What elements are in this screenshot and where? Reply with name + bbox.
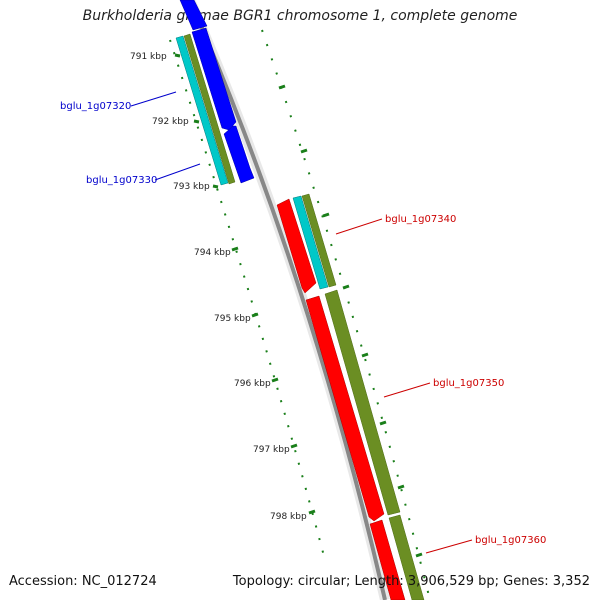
gene-label-bglu-1g07320[interactable]: bglu_1g07320	[60, 101, 131, 112]
tick-label: 797 kbp	[253, 445, 290, 455]
tick-label: 798 kbp	[270, 512, 307, 522]
gene-label-bglu-1g07340[interactable]: bglu_1g07340	[385, 214, 456, 225]
tick-label: 794 kbp	[194, 248, 231, 258]
genome-summary-text: Topology: circular; Length: 3,906,529 bp…	[232, 574, 590, 589]
feature-bglu-1g07340[interactable]	[276, 193, 337, 294]
accession-text: Accession: NC_012724	[9, 574, 157, 589]
tick-label: 795 kbp	[214, 314, 251, 324]
tick-label: 793 kbp	[173, 182, 210, 192]
gene-label-bglu-1g07330[interactable]: bglu_1g07330	[86, 175, 157, 186]
tick-label: 796 kbp	[234, 379, 271, 389]
gene-label-bglu-1g07360[interactable]: bglu_1g07360	[475, 535, 546, 546]
feature-bglu-1g07330[interactable]	[223, 125, 255, 184]
feature-bglu-1g07350[interactable]	[305, 289, 401, 522]
gene-label-bglu-1g07350[interactable]: bglu_1g07350	[433, 378, 504, 389]
tick-label: 792 kbp	[152, 117, 189, 127]
tick-label: 791 kbp	[130, 52, 167, 62]
gene-leaders	[130, 91, 473, 554]
tick-labels: 791 kbp 792 kbp 793 kbp 794 kbp 795 kbp …	[130, 52, 307, 522]
major-ticks	[174, 53, 423, 558]
feature-bglu-1g07320[interactable]	[175, 0, 237, 186]
feature-bglu-1g07360[interactable]	[369, 514, 425, 600]
